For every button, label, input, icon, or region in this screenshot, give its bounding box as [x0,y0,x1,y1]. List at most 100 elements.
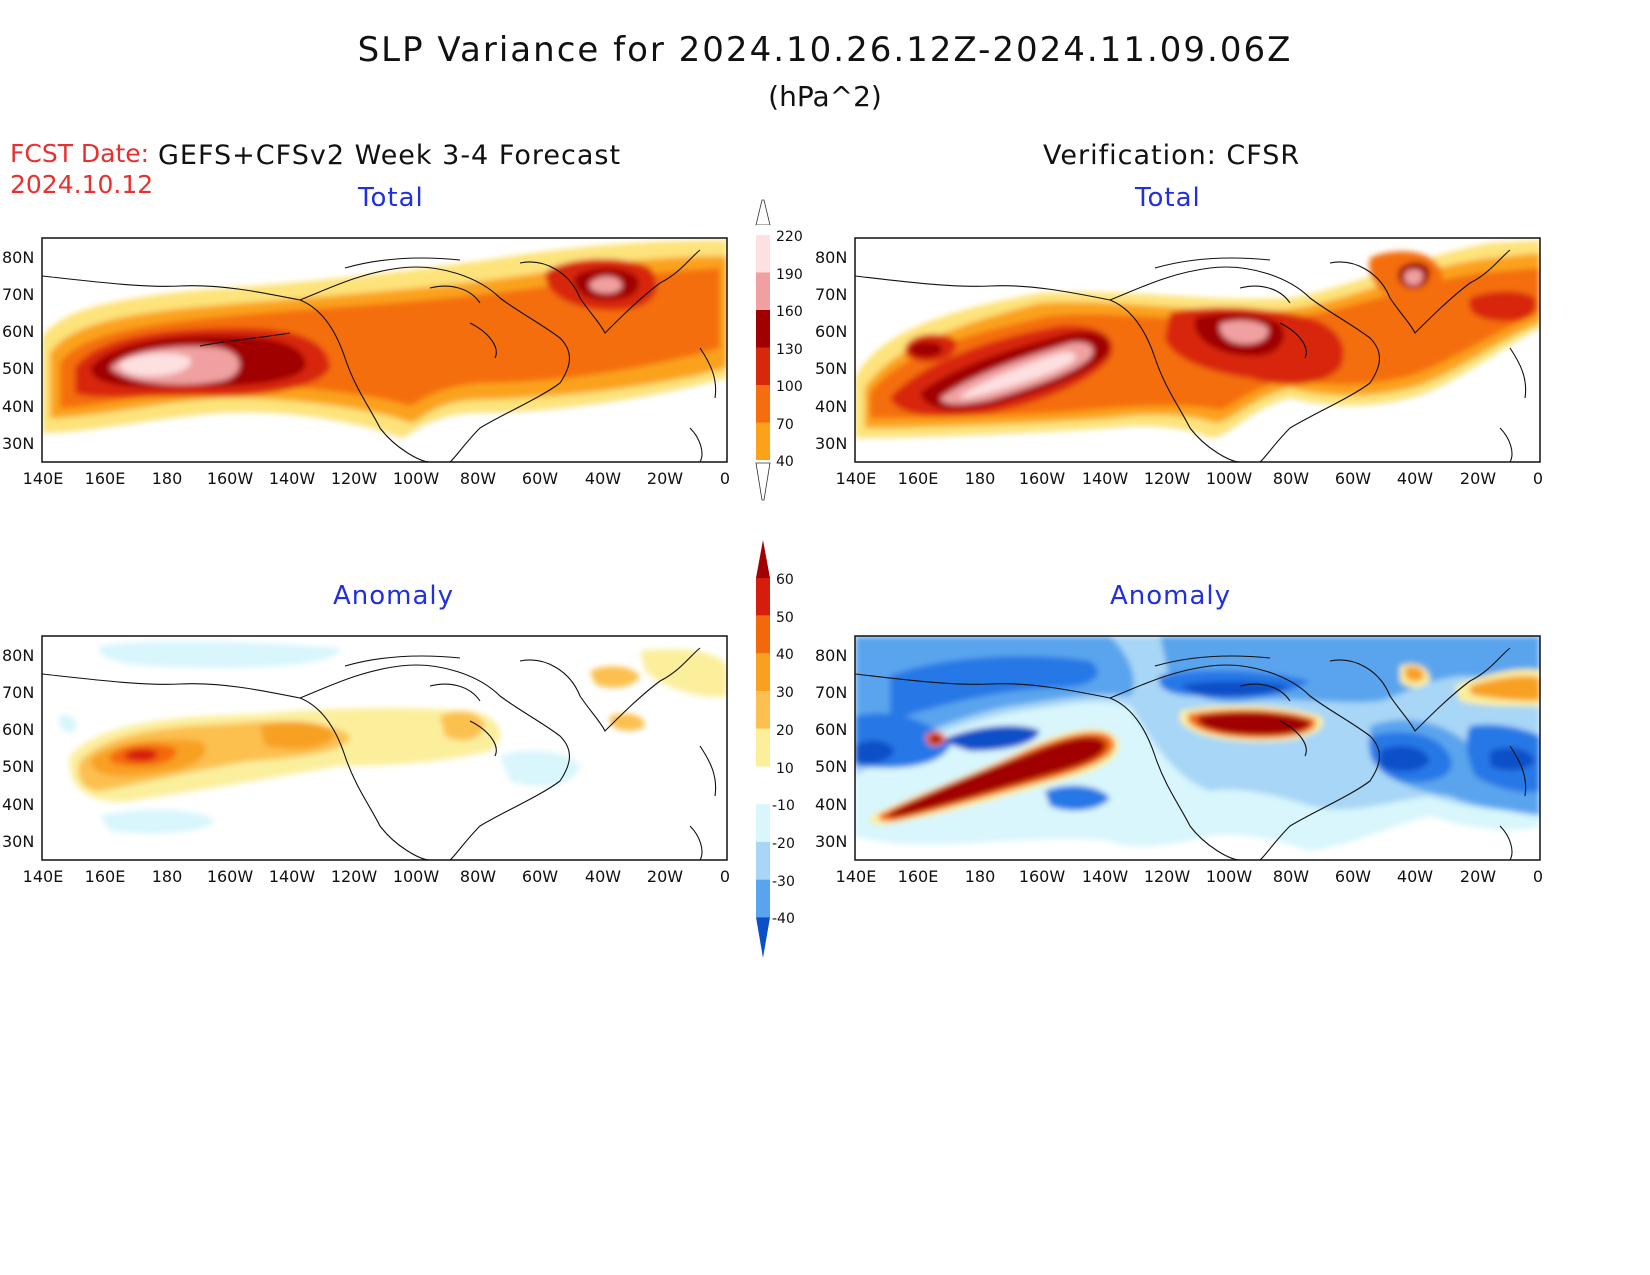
lon-tick-label: 20W [647,469,683,488]
forecast-subtitle: GEFS+CFSv2 Week 3-4 Forecast [158,140,622,171]
lat-tick-label: 50N [815,359,847,378]
colorbar-label: 160 [776,304,803,320]
lat-tick-label: 40N [815,795,847,814]
lon-tick-label: 160W [207,469,254,488]
anomaly-colorbar-labels: 60 50 40 30 20 10 -10 -20 -30 -40 [772,572,795,927]
lon-tick-label: 0 [1533,469,1543,488]
lon-tick-label: 0 [1533,867,1543,886]
lon-tick-label: 80W [460,469,496,488]
map-frame [41,635,728,861]
lon-tick-label: 60W [1335,469,1371,488]
forecast-anomaly-map: 80N 70N 60N 50N 40N 30N 140E 160E 180 16… [2,635,730,886]
coastline-outline [855,249,1527,462]
lon-tick-label: 120W [1144,867,1191,886]
colorbar-segment [756,347,770,385]
lon-tick-label: 120W [331,469,378,488]
lon-tick-label: 0 [720,867,730,886]
lon-tick-label: 180 [965,867,996,886]
lon-tick-label: 160W [1019,867,1066,886]
lat-tick-label: 80N [2,646,34,665]
colorbar-segment [756,879,770,918]
lat-tick-label: 60N [815,720,847,739]
lon-axis: 140E 160E 180 160W 140W 120W 100W 80W 60… [23,469,730,488]
verification-anomaly-map: 80N 70N 60N 50N 40N 30N 140E 160E 180 16… [815,635,1543,886]
lon-tick-label: 160E [85,867,126,886]
colorbar-segment [756,615,770,654]
lat-axis: 80N 70N 60N 50N 40N 30N [815,248,847,453]
colorbar-segment [756,310,770,348]
lat-tick-label: 50N [2,359,34,378]
lon-tick-label: 120W [1144,469,1191,488]
colorbar-segment [756,804,770,842]
verification-subtitle: Verification: CFSR [1043,140,1301,171]
anomaly-colorbar-segments [756,540,770,958]
colorbar-label: 130 [776,342,803,358]
colorbar-label: -10 [772,798,795,814]
colorbar-label: 20 [776,723,794,739]
lon-axis: 140E 160E 180 160W 140W 120W 100W 80W 60… [836,469,1543,488]
map-frame [41,237,728,463]
colorbar-bottom-arrow [756,917,770,958]
lon-tick-label: 160E [898,867,939,886]
lon-tick-label: 140W [1082,469,1129,488]
total-colorbar: 220 190 160 130 100 70 40 [755,199,803,501]
lon-axis: 140E 160E 180 160W 140W 120W 100W 80W 60… [836,867,1543,886]
lon-tick-label: 160W [1019,469,1066,488]
lon-tick-label: 140E [836,469,877,488]
lat-tick-label: 60N [2,720,34,739]
lon-tick-label: 180 [152,469,183,488]
colorbar-label: -40 [772,911,795,927]
lon-tick-label: 140E [23,469,64,488]
lat-tick-label: 70N [2,683,34,702]
verification-anomaly-field [855,636,1540,860]
colorbar-label: 40 [776,454,794,470]
lat-tick-label: 30N [815,434,847,453]
anomaly-colorbar: 60 50 40 30 20 10 -10 -20 -30 -40 [756,540,795,958]
lon-tick-label: 100W [1206,469,1253,488]
lat-tick-label: 30N [815,832,847,851]
figure-title: SLP Variance for 2024.10.26.12Z-2024.11.… [357,30,1293,70]
map-frame [854,635,1541,861]
total-colorbar-segments [756,225,770,460]
lon-tick-label: 160E [85,469,126,488]
colorbar-segment [756,841,770,880]
fcst-date-value: 2024.10.12 [10,170,154,199]
forecast-total-title: Total [358,183,424,213]
colorbar-segment [756,235,770,273]
coastline-outline [855,647,1527,860]
forecast-anomaly-title: Anomaly [333,581,455,611]
lat-tick-label: 70N [815,285,847,304]
lon-tick-label: 60W [1335,867,1371,886]
colorbar-bottom-arrow [755,462,771,501]
lon-tick-label: 140W [269,469,316,488]
fcst-date-label: FCST Date: [10,139,150,168]
lat-tick-label: 30N [2,434,34,453]
lon-tick-label: 100W [1206,867,1253,886]
colorbar-label: 70 [776,417,794,433]
lon-tick-label: 20W [1460,867,1496,886]
lon-tick-label: 160W [207,867,254,886]
lon-tick-label: 160E [898,469,939,488]
lat-axis: 80N 70N 60N 50N 40N 30N [815,646,847,851]
lon-tick-label: 0 [720,469,730,488]
lon-tick-label: 80W [460,867,496,886]
colorbar-label: 50 [776,610,794,626]
colorbar-segment [756,422,770,460]
lon-tick-label: 40W [585,469,621,488]
units-label: (hPa^2) [768,80,882,113]
lat-tick-label: 70N [815,683,847,702]
lon-tick-label: 20W [647,867,683,886]
forecast-total-field [42,238,727,462]
coastline-outline [42,249,717,462]
total-colorbar-labels: 220 190 160 130 100 70 40 [776,229,803,470]
lon-tick-label: 100W [393,867,440,886]
verification-total-title: Total [1135,183,1201,213]
colorbar-label: 30 [776,685,794,701]
lon-tick-label: 40W [585,867,621,886]
lon-axis: 140E 160E 180 160W 140W 120W 100W 80W 60… [23,867,730,886]
colorbar-label: -30 [772,874,795,890]
verification-total-field [855,238,1540,462]
colorbar-segment [756,653,770,692]
colorbar-top-arrow [755,199,771,226]
lon-tick-label: 140W [269,867,316,886]
